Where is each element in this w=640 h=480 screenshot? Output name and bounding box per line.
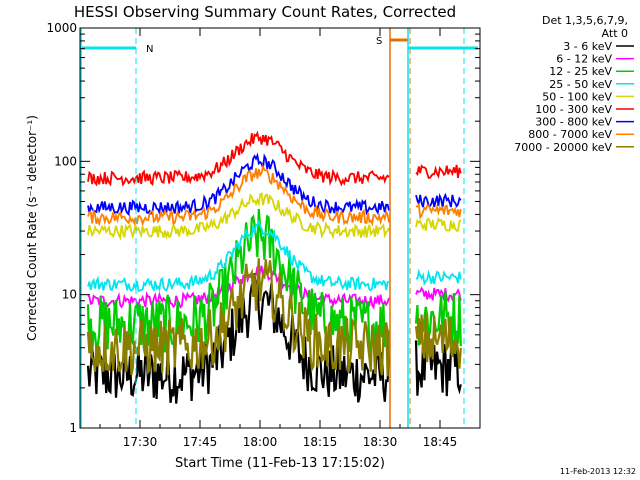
series-line [415, 268, 462, 286]
series-line [415, 202, 462, 220]
legend-entry-label: 6 - 12 keV [556, 53, 612, 66]
x-tick-label: 18:45 [423, 435, 458, 449]
y-tick-label: 100 [54, 154, 77, 168]
y-axis-label: Corrected Count Rate (s⁻¹ detector⁻¹) [25, 115, 39, 341]
legend-entry-label: 7000 - 20000 keV [514, 141, 612, 154]
legend-entry-label: 12 - 25 keV [549, 65, 612, 78]
timestamp: 11-Feb-2013 12:32 [560, 467, 636, 476]
x-tick-label: 18:00 [243, 435, 278, 449]
y-tick-label: 10 [62, 288, 77, 302]
x-tick-label: 17:45 [183, 435, 218, 449]
legend-entry-label: 100 - 300 keV [535, 103, 612, 116]
y-axis-ticks: 1 10 100 1000 [46, 21, 480, 435]
series-layer [86, 130, 462, 404]
legend-header-line-2: Att 0 [602, 27, 628, 40]
flag-s-label: S [376, 36, 382, 47]
y-tick-label: 1 [69, 421, 77, 435]
series-line [87, 163, 390, 227]
series-line [87, 152, 390, 217]
legend-entry-label: 50 - 100 keV [542, 90, 612, 103]
series-line [87, 219, 390, 293]
legend-entry-label: 300 - 800 keV [535, 116, 612, 129]
legend-entry-label: 800 - 7000 keV [528, 128, 612, 141]
legend-header-line-1: Det 1,3,5,6,7,9, [542, 14, 628, 27]
series-line [414, 313, 462, 369]
series-line [415, 216, 462, 232]
flag-n-label: N [146, 44, 153, 55]
legend-entry-label: 3 - 6 keV [563, 40, 612, 53]
series-line [87, 130, 390, 187]
x-tick-label: 18:30 [363, 435, 398, 449]
series-line [415, 192, 462, 208]
series-line [415, 164, 462, 179]
series-line [86, 258, 391, 377]
chart-title: HESSI Observing Summary Count Rates, Cor… [74, 3, 456, 21]
x-axis-ticks: 17:30 17:45 18:00 18:15 18:30 18:45 [99, 28, 458, 449]
x-tick-label: 18:15 [303, 435, 338, 449]
flag-layer: NS [80, 28, 478, 428]
x-tick-label: 17:30 [123, 435, 158, 449]
legend-entry-label: 25 - 50 keV [549, 78, 612, 91]
series-line [87, 192, 390, 241]
series-line [414, 291, 462, 347]
y-tick-label: 1000 [46, 21, 77, 35]
x-axis-label: Start Time (11-Feb-13 17:15:02) [175, 456, 385, 471]
